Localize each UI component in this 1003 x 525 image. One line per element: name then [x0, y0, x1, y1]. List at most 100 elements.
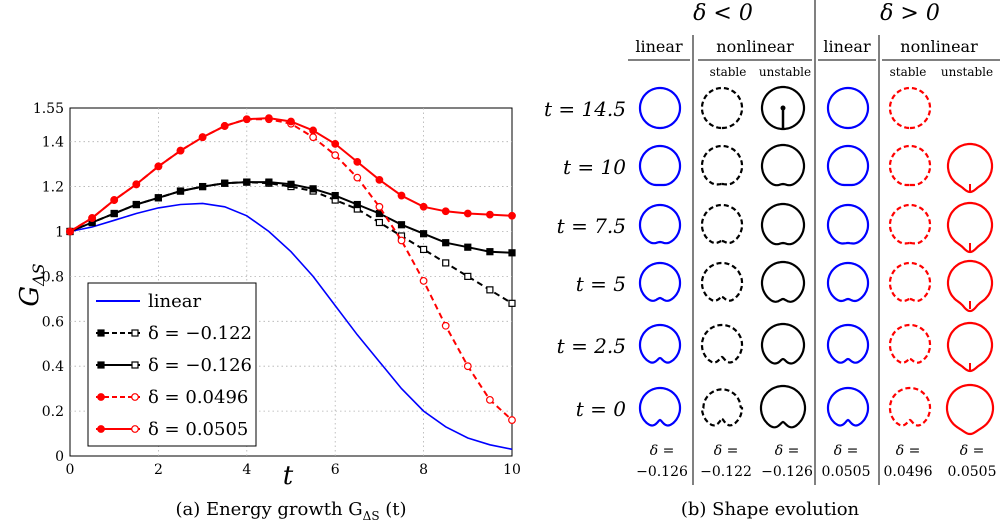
data-point: [331, 140, 340, 148]
x-axis-label: t: [283, 461, 294, 491]
legend-items: linear δ = −0.122 δ = −0.126 δ = 0.0496 δ = …: [96, 291, 252, 440]
drop-shape: [946, 259, 994, 313]
time-label: t = 5: [576, 272, 626, 296]
data-point: [220, 122, 229, 130]
data-point: [442, 259, 450, 267]
data-point: [331, 151, 340, 160]
data-point: [375, 175, 384, 184]
delta-label-value: 0.0496: [884, 464, 933, 480]
data-point: [441, 207, 450, 216]
x-tick-label: 10: [503, 462, 521, 478]
x-tick-label: 0: [66, 462, 75, 478]
data-point: [420, 245, 428, 254]
delta-labels: δ = −0.126 δ = −0.122 δ = −0.126 δ = 0.0505 δ = 0…: [636, 443, 996, 480]
drop-shape: [700, 388, 744, 427]
data-point: [419, 276, 428, 285]
data-point: [176, 187, 185, 195]
y-axis-label: GΔS: [15, 263, 48, 306]
series-0: [69, 202, 513, 451]
data-point: [508, 249, 516, 257]
energy-growth-plot: 0 2 4 6 8 10 0 0.2 0.4 0.6 0.8 1 1.2 1.4 1.55 GΔS t li…: [15, 101, 521, 491]
data-point: [353, 157, 362, 166]
drop-shape: [946, 201, 994, 254]
y-tick-label: 1: [55, 224, 64, 240]
delta-label-top: δ =: [714, 443, 739, 459]
time-label: t = 7.5: [557, 214, 626, 238]
data-point: [131, 425, 139, 433]
drop-shape: [759, 384, 807, 429]
delta-label-top: δ =: [834, 443, 859, 459]
data-point: [486, 210, 494, 219]
series-group: [66, 114, 516, 451]
data-point: [265, 178, 273, 186]
legend-label: linear: [148, 291, 201, 312]
data-point: [131, 361, 139, 369]
drop-shape: [946, 142, 994, 194]
group-header-pos: δ > 0: [880, 1, 940, 26]
y-tick-label: 1.55: [33, 101, 64, 117]
drop-shape: [638, 86, 682, 130]
drop-shape: [888, 386, 932, 427]
data-point: [243, 178, 251, 186]
legend-label: δ = 0.0496: [148, 387, 248, 408]
data-point: [375, 202, 384, 211]
y-tick-label: 1.4: [42, 135, 64, 151]
drop-shape: [826, 261, 870, 303]
data-point: [242, 115, 251, 124]
data-point: [486, 395, 494, 404]
data-point: [154, 162, 163, 171]
legend-box: [87, 282, 257, 447]
data-point: [132, 180, 141, 189]
y-tick-label: 0.2: [42, 404, 64, 420]
x-tick-label: 8: [419, 462, 428, 478]
data-point: [508, 211, 516, 220]
data-point: [97, 361, 105, 369]
col-header-nonlinear-neg: nonlinear: [716, 37, 794, 56]
group-header-neg: δ < 0: [693, 1, 753, 26]
data-point: [265, 114, 273, 123]
caption-a: (a) Energy growth GΔS (t): [175, 499, 406, 523]
drop-shape: [826, 203, 870, 245]
data-point: [176, 146, 185, 155]
drop-shape: [888, 144, 932, 187]
time-label: t = 10: [563, 155, 626, 179]
legend-label: δ = 0.0505: [148, 419, 248, 440]
data-point: [66, 227, 74, 236]
col-header-linear-neg: linear: [635, 37, 683, 56]
delta-label-value: 0.0505: [822, 464, 871, 480]
drop-shape: [638, 323, 682, 364]
data-point: [309, 126, 318, 135]
data-point: [199, 182, 207, 191]
drop-shape: [888, 203, 932, 245]
drop-shape: [760, 260, 806, 303]
data-point: [309, 133, 318, 142]
delta-label-top: δ =: [896, 443, 921, 459]
data-point: [441, 321, 450, 330]
data-point: [131, 393, 139, 401]
data-point: [331, 191, 339, 200]
sub-header-unstable-neg: unstable: [759, 65, 811, 79]
col-header-nonlinear-pos: nonlinear: [900, 37, 978, 56]
data-point: [353, 173, 362, 182]
y-tick-label: 0: [55, 449, 64, 465]
data-point: [486, 248, 494, 256]
delta-label-top: δ =: [650, 443, 675, 459]
x-tick-label: 2: [154, 462, 163, 478]
drop-shape: [826, 86, 870, 130]
data-point: [397, 191, 406, 200]
data-point: [97, 329, 105, 337]
series-line: [69, 202, 513, 451]
drop-shape: [760, 202, 806, 246]
data-point: [88, 214, 96, 222]
data-point: [463, 362, 472, 371]
drop-shape: [638, 144, 682, 187]
data-point: [309, 185, 317, 193]
drop-shape: [760, 143, 806, 187]
drop-shape: [826, 144, 870, 187]
series-line: [69, 181, 513, 305]
drop-shape: [760, 85, 806, 131]
sub-header-stable-pos: stable: [890, 65, 927, 79]
data-point: [97, 393, 105, 401]
delta-label-value: 0.0505: [948, 464, 997, 480]
